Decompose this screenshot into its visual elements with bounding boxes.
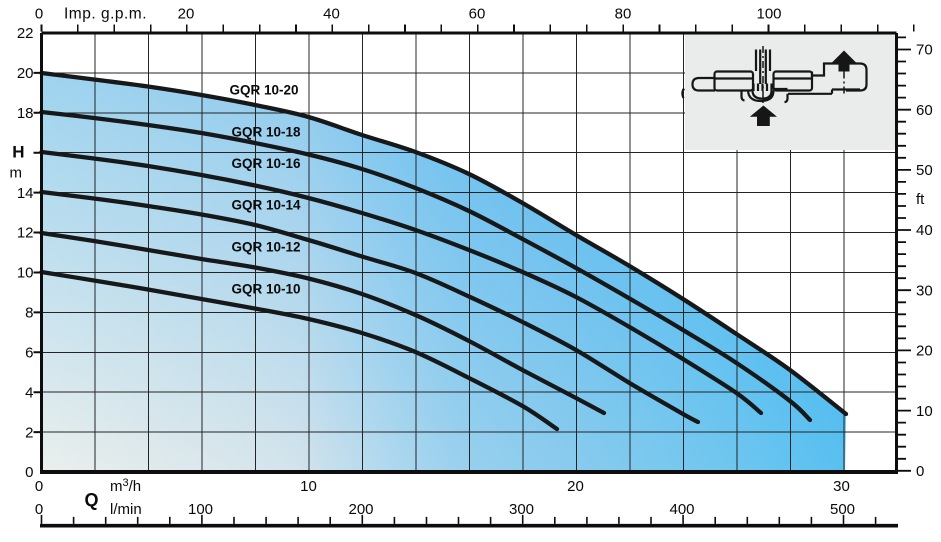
svg-text:Q: Q <box>84 490 98 510</box>
svg-text:10: 10 <box>300 478 317 495</box>
svg-text:70: 70 <box>916 42 933 59</box>
svg-text:GQR 10-18: GQR 10-18 <box>231 125 301 140</box>
svg-text:H: H <box>12 143 24 162</box>
svg-text:40: 40 <box>916 222 933 239</box>
svg-text:14: 14 <box>17 185 34 202</box>
svg-text:12: 12 <box>17 225 34 242</box>
svg-text:6: 6 <box>25 344 33 361</box>
svg-text:8: 8 <box>25 305 33 322</box>
svg-text:20: 20 <box>567 478 584 495</box>
svg-text:60: 60 <box>916 102 933 119</box>
svg-text:0: 0 <box>25 464 33 481</box>
svg-text:GQR 10-12: GQR 10-12 <box>231 240 300 255</box>
svg-text:Imp. g.p.m.: Imp. g.p.m. <box>64 6 147 23</box>
svg-text:GQR 10-16: GQR 10-16 <box>231 156 301 171</box>
svg-text:0: 0 <box>35 501 43 518</box>
svg-text:18: 18 <box>17 105 34 122</box>
svg-text:20: 20 <box>178 6 195 23</box>
svg-text:400: 400 <box>669 501 694 518</box>
svg-text:4: 4 <box>25 384 33 401</box>
svg-text:500: 500 <box>830 501 855 518</box>
svg-text:22: 22 <box>17 25 34 42</box>
svg-text:0: 0 <box>35 6 43 23</box>
svg-text:100: 100 <box>756 6 781 23</box>
svg-text:GQR 10-10: GQR 10-10 <box>231 282 300 297</box>
svg-text:100: 100 <box>188 501 213 518</box>
svg-text:60: 60 <box>469 6 486 23</box>
svg-text:m: m <box>10 165 23 182</box>
svg-text:50: 50 <box>916 162 933 179</box>
svg-text:80: 80 <box>615 6 632 23</box>
svg-text:20: 20 <box>916 343 933 360</box>
svg-text:0: 0 <box>35 478 43 495</box>
svg-text:2: 2 <box>25 424 33 441</box>
svg-text:ft: ft <box>916 191 925 208</box>
svg-text:40: 40 <box>323 6 340 23</box>
svg-text:GQR 10-14: GQR 10-14 <box>231 198 301 213</box>
svg-text:GQR 10-20: GQR 10-20 <box>229 83 298 98</box>
svg-text:30: 30 <box>833 478 850 495</box>
svg-text:200: 200 <box>348 501 373 518</box>
svg-text:m3/h: m3/h <box>110 477 141 495</box>
svg-text:30: 30 <box>916 282 933 299</box>
svg-text:300: 300 <box>509 501 534 518</box>
svg-text:20: 20 <box>17 65 34 82</box>
svg-text:10: 10 <box>17 265 34 282</box>
svg-text:l/min: l/min <box>110 501 142 518</box>
svg-text:10: 10 <box>916 403 933 420</box>
svg-text:0: 0 <box>916 463 924 480</box>
